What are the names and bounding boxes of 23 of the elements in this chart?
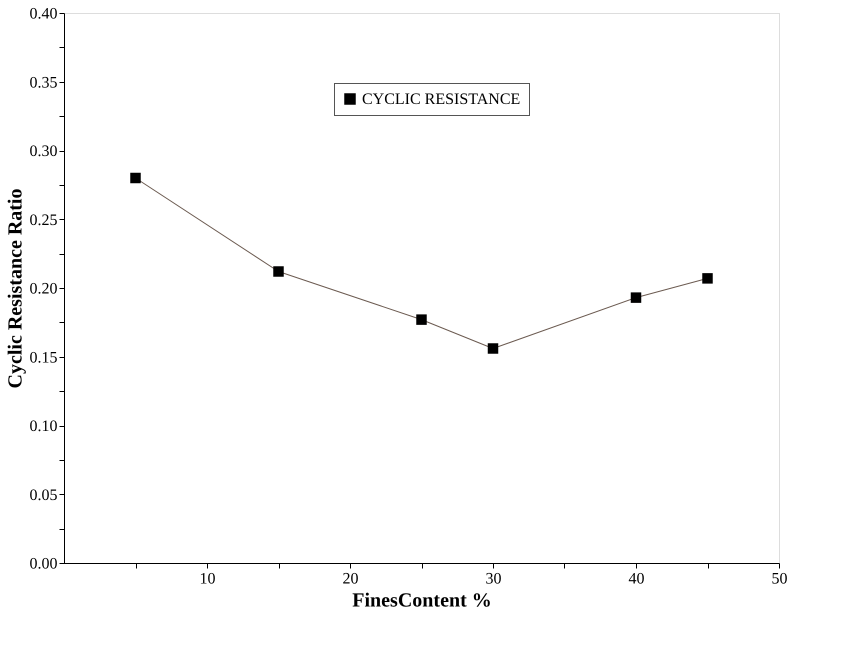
point [130,172,141,184]
y-axis-title: Cyclic Resistance Ratio [4,188,26,388]
y-tick-label: 0.30 [30,143,58,160]
x-axis-title: FinesContent % [352,590,492,612]
y-tick-label: 0.35 [30,74,58,92]
point [488,343,498,354]
y-tick-label: 0.15 [30,349,58,366]
x-tick-label: 30 [486,570,502,588]
legend-label: CYCLIC RESISTANCE [362,91,520,108]
y-tick-label: 0.25 [30,212,58,229]
point [702,273,713,284]
x-tick-label: 50 [772,570,788,588]
y-tick-label: 0.40 [30,6,58,22]
point [630,292,642,303]
y-tick-label: 0.20 [30,280,58,298]
y-tick-label: 0.00 [30,556,58,572]
x-tick-label: 20 [342,570,358,588]
point [416,314,427,325]
x-tick-label: 10 [200,570,216,588]
x-tick-label: 40 [628,570,644,588]
y-tick-label: 0.05 [30,486,58,504]
point [273,266,284,277]
y-tick-label: 0.10 [30,418,58,435]
